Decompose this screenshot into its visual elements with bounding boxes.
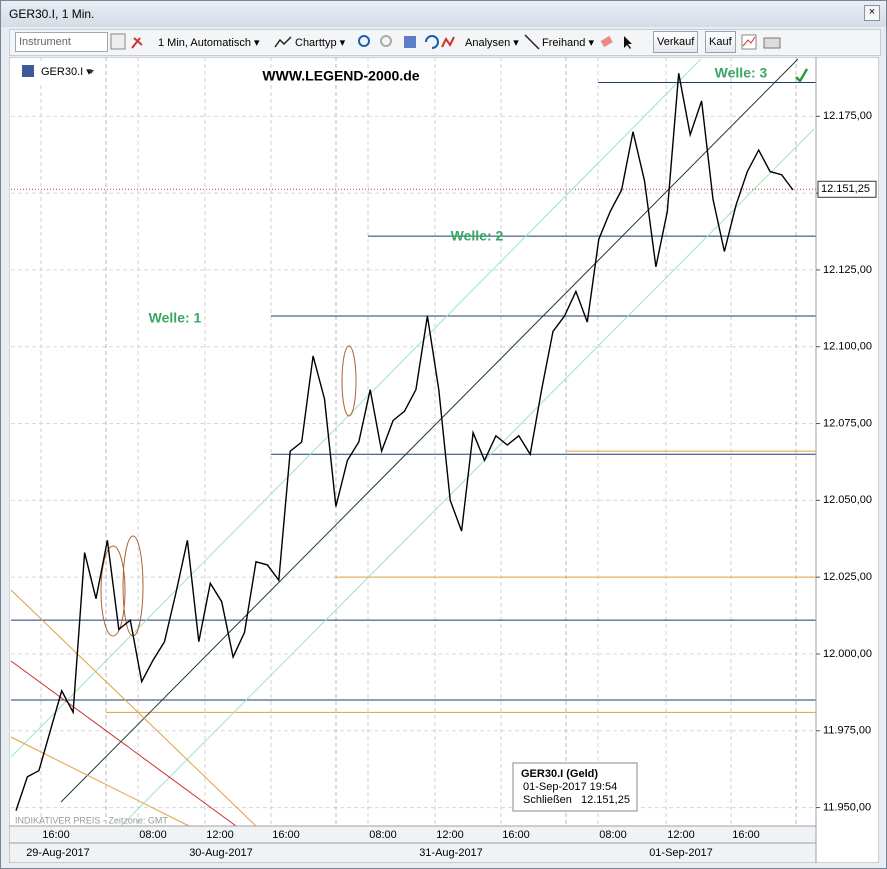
- day-label: 31-Aug-2017: [419, 847, 483, 859]
- marker-ellipse: [100, 545, 126, 637]
- info-box: GER30.I (Geld) 01-Sep-2017 19:54 Schließ…: [512, 762, 638, 812]
- analyses-menu[interactable]: Analysen ▾: [465, 37, 519, 49]
- day-label: 30-Aug-2017: [189, 847, 253, 859]
- x-tick-label: 08:00: [599, 829, 627, 841]
- red-trend: [10, 660, 237, 827]
- extra-icons[interactable]: [740, 33, 790, 51]
- symbol-icon: [22, 65, 34, 77]
- x-axis-panel: [9, 825, 817, 863]
- y-tick-label: 11.950,00: [823, 801, 871, 813]
- interval-menu[interactable]: 1 Min, Automatisch ▾: [158, 37, 260, 49]
- x-tick-label: 16:00: [272, 829, 300, 841]
- y-tick-label: 12.075,00: [823, 417, 872, 429]
- instrument-input[interactable]: Instrument: [15, 32, 108, 52]
- x-tick-label: 08:00: [139, 829, 167, 841]
- day-label: 29-Aug-2017: [26, 847, 90, 859]
- sell-button[interactable]: Verkauf: [653, 31, 699, 53]
- x-tick-label: 12:00: [206, 829, 234, 841]
- info-close: 12.151,25: [581, 794, 630, 806]
- last-price-label: 12.151,25: [821, 183, 870, 195]
- y-tick-label: 12.025,00: [823, 571, 872, 583]
- channel-upper: [10, 58, 702, 758]
- last-price-box: [817, 180, 877, 198]
- day-label: 01-Sep-2017: [649, 847, 713, 859]
- info-title: GER30.I (Geld): [521, 768, 598, 780]
- price-line: [15, 73, 794, 811]
- grid: [11, 57, 816, 863]
- toolbar: Instrument 1 Min, Automatisch ▾ Charttyp…: [9, 29, 881, 56]
- x-tick-label: 12:00: [436, 829, 464, 841]
- watermark: INDIKATIVER PREIS - Zeitzone: GMT: [15, 815, 168, 825]
- chart-title: WWW.LEGEND-2000.de: [262, 68, 419, 84]
- charttype-menu[interactable]: Charttyp ▾: [295, 37, 346, 49]
- check-icon: [795, 68, 809, 84]
- y-axis-panel: [815, 57, 879, 863]
- symbol: GER30.I ▾: [41, 66, 92, 78]
- y-tick-label: 12.050,00: [823, 494, 872, 506]
- y-tick-label: 12.100,00: [823, 341, 872, 353]
- orange-trend-lower: [10, 736, 190, 827]
- x-tick-label: 16:00: [42, 829, 70, 841]
- wave-label: Welle: 3: [715, 65, 768, 81]
- freehand-menu[interactable]: Freihand ▾: [542, 37, 594, 49]
- charttype-icon: [274, 36, 292, 48]
- channel-middle: [60, 58, 799, 803]
- y-tick-label: 12.000,00: [823, 648, 872, 660]
- close-button[interactable]: ×: [864, 5, 880, 21]
- toolbar-icons[interactable]: [110, 33, 150, 51]
- x-tick-label: 16:00: [502, 829, 530, 841]
- marker-ellipse: [341, 345, 357, 417]
- symbol-dropdown[interactable]: [88, 70, 94, 74]
- wave-label: Welle: 2: [451, 228, 504, 244]
- y-tick-label: 11.975,00: [823, 725, 871, 737]
- chart: GER30.I ▾ WWW.LEGEND-2000.de INDIKATIVER…: [9, 57, 879, 863]
- y-tick-label: 12.125,00: [823, 264, 872, 276]
- tool-icons[interactable]: [600, 34, 650, 50]
- x-tick-label: 16:00: [732, 829, 760, 841]
- y-tick-label: 12.175,00: [823, 110, 872, 122]
- drawing-tools: [10, 58, 815, 827]
- buy-button[interactable]: Kauf: [705, 31, 736, 53]
- x-tick-label: 12:00: [667, 829, 695, 841]
- window-title: GER30.I, 1 Min.: [9, 7, 95, 21]
- info-date: 01-Sep-2017 19:54: [523, 781, 617, 793]
- wave-label: Welle: 1: [149, 310, 202, 326]
- orange-trend: [10, 589, 257, 827]
- x-tick-label: 08:00: [369, 829, 397, 841]
- series: [15, 73, 794, 811]
- info-close-label: Schließen: [523, 794, 572, 806]
- title-bar: GER30.I, 1 Min. ×: [1, 1, 886, 27]
- zoom-icons[interactable]: [356, 33, 456, 51]
- freehand-icon: [524, 34, 540, 50]
